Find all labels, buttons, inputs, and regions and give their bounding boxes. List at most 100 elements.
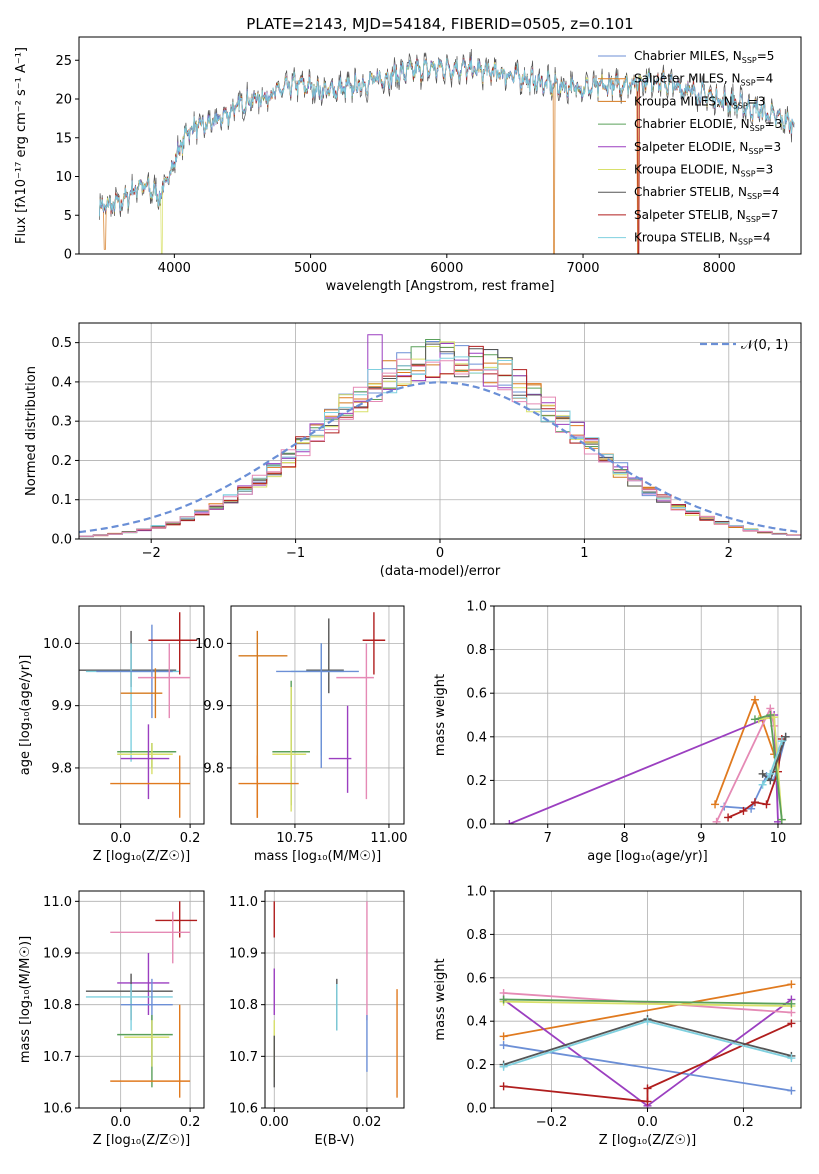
axes-frame — [493, 890, 802, 1109]
x-tick-label: 10.75 — [276, 831, 313, 846]
y-tick-label: 11.0 — [43, 895, 72, 910]
x-tick-label: 11.00 — [370, 831, 407, 846]
y-tick-label: 0.3 — [51, 415, 72, 430]
axes-frame — [493, 605, 802, 825]
legend-subscript: SSP — [738, 238, 753, 247]
legend-subscript: SSP — [733, 101, 748, 110]
x-tick-label: 0.2 — [733, 1115, 754, 1130]
y-axis-label: mass [log₁₀(M/M☉)] — [18, 936, 33, 1063]
y-tick-label: 10 — [55, 170, 72, 185]
x-tick-label: 0.02 — [352, 1115, 381, 1130]
y-tick-label: 10.0 — [43, 637, 72, 652]
x-axis-label: mass [log₁₀(M/M☉)] — [254, 849, 381, 864]
legend-subscript: SSP — [748, 147, 763, 156]
y-tick-label: 10.9 — [229, 947, 258, 962]
legend-value: =4 — [762, 185, 780, 199]
panel-spectrum: 4000 5000 6000 7000 8000 0 5 10 15 20 25 wavelength… — [14, 36, 802, 294]
y-tick-label: 0.0 — [466, 818, 487, 833]
legend-value: =7 — [761, 208, 779, 222]
y-axis-label: mass weight — [433, 958, 448, 1040]
x-tick-label: 7000 — [566, 261, 599, 276]
plot-area-mass-EBV — [265, 891, 404, 1108]
plot-area-weight-Z — [494, 891, 801, 1108]
x-axis-label: Z [log₁₀(Z/Z☉)] — [93, 849, 190, 864]
x-tick-label: 0 — [436, 546, 444, 561]
x-tick-label: 9 — [697, 831, 705, 846]
x-tick-label: 2 — [725, 546, 733, 561]
legend-subscript: SSP — [741, 79, 756, 88]
y-tick-label: 0.2 — [466, 1058, 487, 1073]
panel-mass-Z: 0.0 0.2 10.6 10.7 10.8 10.9 11.0 Z [log₁₀(Z/Z☉)… — [18, 890, 205, 1148]
y-tick-label: 0.2 — [466, 774, 487, 789]
x-tick-label: 8 — [620, 831, 628, 846]
legend-value: =4 — [756, 72, 774, 86]
spectrum-model-kroupa-stelib — [99, 57, 795, 217]
legend-entry: Kroupa ELODIE, NSSP=3 — [634, 163, 773, 179]
axes-frame — [78, 322, 802, 540]
plot-area-spectrum — [99, 48, 795, 254]
y-tick-label: 1.0 — [466, 600, 487, 615]
plot-area-residuals — [79, 323, 801, 539]
y-tick-label: 10.0 — [195, 637, 224, 652]
y-tick-label: 1.0 — [466, 885, 487, 900]
x-tick-label: 1 — [580, 546, 588, 561]
legend-entry: Salpeter STELIB, NSSP=7 — [634, 208, 778, 224]
y-tick-label: 0.8 — [466, 928, 487, 943]
legend-entry: 𝒩(0, 1) — [741, 338, 788, 353]
plot-area-age-Z — [79, 606, 204, 824]
x-axis-label: Z [log₁₀(Z/Z☉)] — [93, 1133, 190, 1148]
x-tick-label: 5000 — [294, 261, 327, 276]
x-tick-label: 0.2 — [180, 1115, 201, 1130]
plot-area-age-mass — [231, 606, 404, 824]
panel-age-mass: 10.75 11.00 9.8 9.9 10.0 mass [log₁₀(M/M☉)] — [195, 605, 408, 864]
legend-entry: Chabrier STELIB, NSSP=4 — [634, 185, 780, 201]
plot-area-mass-Z — [79, 891, 204, 1108]
y-axis-label: Normed distribution — [24, 366, 39, 496]
x-tick-label: 4000 — [158, 261, 191, 276]
y-tick-label: 10.9 — [43, 947, 72, 962]
x-axis-label: E(B-V) — [314, 1133, 354, 1148]
legend-entry: Chabrier ELODIE, NSSP=3 — [634, 117, 782, 133]
x-axis-label: age [log₁₀(age/yr)] — [587, 849, 708, 864]
x-tick-label: 0.0 — [637, 1115, 658, 1130]
y-tick-label: 0.0 — [466, 1102, 487, 1117]
y-tick-label: 10.7 — [229, 1050, 258, 1065]
y-tick-label: 9.8 — [203, 761, 224, 776]
x-tick-label: −2 — [142, 546, 161, 561]
x-tick-label: −0.2 — [536, 1115, 568, 1130]
weight-series-line — [503, 983, 792, 1038]
y-axis-label: age [log₁₀(age/yr)] — [18, 655, 33, 776]
y-tick-label: 10.8 — [43, 998, 72, 1013]
x-axis-label: wavelength [Angstrom, rest frame] — [326, 279, 555, 294]
y-tick-label: 9.9 — [51, 699, 72, 714]
y-tick-label: 0.8 — [466, 643, 487, 658]
legend-entry: Kroupa STELIB, NSSP=4 — [634, 231, 771, 247]
y-tick-label: 10.6 — [43, 1102, 72, 1117]
y-tick-label: 11.0 — [229, 895, 258, 910]
y-tick-label: 0.1 — [51, 493, 72, 508]
legend-subscript: SSP — [741, 170, 756, 179]
legend-subscript: SSP — [742, 56, 757, 65]
panel-weight-age: 7 8 9 10 0.0 0.2 0.4 0.6 0.8 1.0 age [log₁₀(age/yr… — [433, 600, 802, 864]
y-axis-label: Flux [fλ10⁻¹⁷ erg cm⁻² s⁻¹ A⁻¹] — [14, 47, 29, 244]
legend-value: =3 — [763, 140, 781, 154]
y-tick-label: 0.6 — [466, 687, 487, 702]
y-tick-label: 10.7 — [43, 1050, 72, 1065]
legend-subscript: SSP — [747, 192, 762, 201]
legend-value: =4 — [753, 231, 771, 245]
y-tick-label: 25 — [55, 54, 72, 69]
x-tick-label: 10 — [770, 831, 787, 846]
x-tick-label: 0.00 — [260, 1115, 289, 1130]
y-tick-label: 0 — [64, 248, 72, 263]
legend-subscript: SSP — [746, 215, 761, 224]
legend-entry: Kroupa MILES, NSSP=3 — [634, 94, 765, 110]
x-tick-label: 8000 — [703, 261, 736, 276]
weight-series-line — [714, 697, 775, 805]
y-tick-label: 0.2 — [51, 454, 72, 469]
y-tick-label: 0.0 — [51, 533, 72, 548]
axes-frame — [264, 890, 405, 1109]
y-tick-label: 20 — [55, 93, 72, 108]
x-tick-label: −1 — [286, 546, 305, 561]
legend-value: =3 — [756, 163, 774, 177]
